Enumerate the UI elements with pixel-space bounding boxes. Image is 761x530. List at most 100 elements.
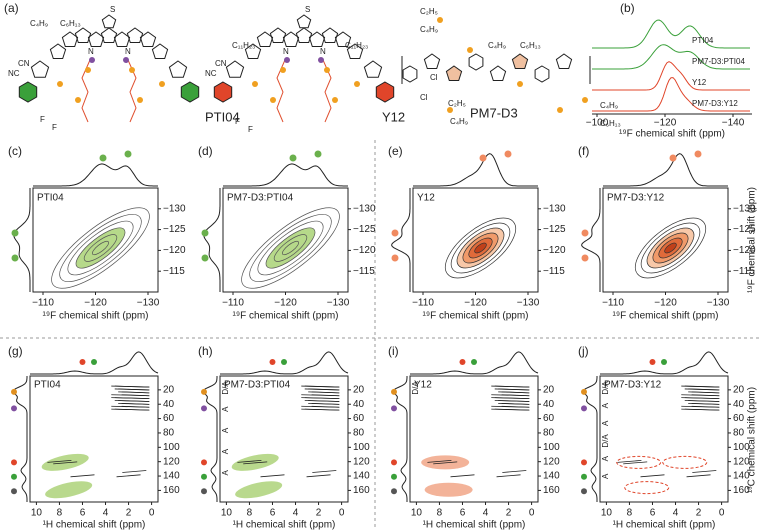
x-tick-label: 10 [221,508,233,519]
y-tick-label: −120 [543,245,566,256]
annotation: A [221,406,230,412]
contour [304,385,340,388]
projection-left [12,376,28,502]
ring [296,14,312,29]
contour [306,474,331,478]
y-tick-label: −125 [353,224,376,235]
x-axis-label: ¹H chemical shift (ppm) [613,520,716,530]
annotation: A [601,473,610,479]
y-tick-label: 160 [163,485,180,496]
y-tick-label: 120 [543,456,560,467]
marker-dot [11,254,19,262]
contour [640,474,665,478]
ring [402,65,418,83]
x-tick-label: 6 [460,508,466,519]
atom-label: C₄H₉ [420,25,438,34]
y-tick-label: −120 [353,245,376,256]
ring [445,65,463,81]
atom-label: N [320,47,326,56]
panel-name: PM7-D3:PTI04 [227,193,294,204]
projection-top [220,351,349,375]
projection-top [413,153,538,187]
contour [623,461,648,465]
marker-dot [284,57,290,63]
x-tick-label: 4 [293,508,299,519]
contour [501,402,530,405]
x-tick-label: 4 [103,508,109,519]
contour [241,207,340,289]
contour [70,474,95,478]
atom-label: C₁₁H₂₃ [345,41,368,50]
y-tick-label: 20 [163,385,175,396]
x-tick-label: −130 [707,298,730,309]
molecule-name: PM7-D3 [470,105,518,120]
ring [126,27,144,43]
contour [686,474,711,478]
y-tick-label: 100 [353,442,370,453]
marker-dot [649,359,656,365]
contour [681,405,720,408]
x-axis-label: ¹⁹F chemical shift (ppm) [233,311,339,322]
marker-dot [581,405,587,412]
atom-label: F [235,117,240,126]
contour [691,402,720,405]
y-tick-label: 100 [543,442,560,453]
molecule-name: Y12 [382,109,405,124]
plot-frame [219,375,349,503]
marker-dot [11,488,17,495]
x-axis-label: ¹H chemical shift (ppm) [423,520,526,530]
marker-dot [661,359,667,365]
plot-frame [599,375,729,503]
contour [494,397,530,399]
marker-dot [75,97,81,103]
marker-dot [324,67,330,73]
x-tick-label: 2 [316,508,322,519]
marker-dot [391,254,399,262]
contour [450,474,475,478]
ring [555,53,573,69]
y-tick-label: 120 [733,456,750,467]
peak-highlight [41,453,89,471]
marker-dot [447,107,453,113]
ring [30,60,50,78]
ring [534,65,550,83]
contour-group [241,207,340,289]
annotation: A [221,448,230,454]
marker-dot [694,150,702,158]
contour [118,400,150,402]
marker-dot [11,388,17,395]
atom-label: N [88,47,94,56]
contour [496,474,521,478]
peak-highlight [235,481,283,499]
ring [511,53,529,69]
atom-label: C₂H₅ [448,99,466,108]
x-tick-label: 6 [270,508,276,519]
panel-label: (d) [198,144,213,158]
marker-dot [201,459,207,466]
contour [688,388,720,391]
projection-left [202,376,218,502]
x-axis-label: ¹H chemical shift (ppm) [233,520,336,530]
contour [308,400,340,402]
marker-dot [270,97,276,103]
peak-highlight [662,455,708,469]
x-axis-label: ¹H chemical shift (ppm) [43,520,146,530]
y-tick-label: 20 [733,385,745,396]
y-tick-label: 60 [543,413,555,424]
atom-label: C₄H₉ [30,19,48,28]
marker-dot [581,459,587,466]
contour [311,402,340,405]
contour [111,394,150,397]
marker-dot [581,254,589,262]
contour [67,220,134,276]
bracket [401,56,591,84]
marker-dot [557,107,563,113]
contour-group [445,217,516,279]
plot-frame [409,375,539,503]
x-tick-label: −120 [654,298,677,309]
x-axis-label: ¹⁹F chemical shift (ppm) [423,311,529,322]
contour [114,397,150,399]
contour-group [51,207,150,289]
y-tick-label: −120 [733,245,756,256]
